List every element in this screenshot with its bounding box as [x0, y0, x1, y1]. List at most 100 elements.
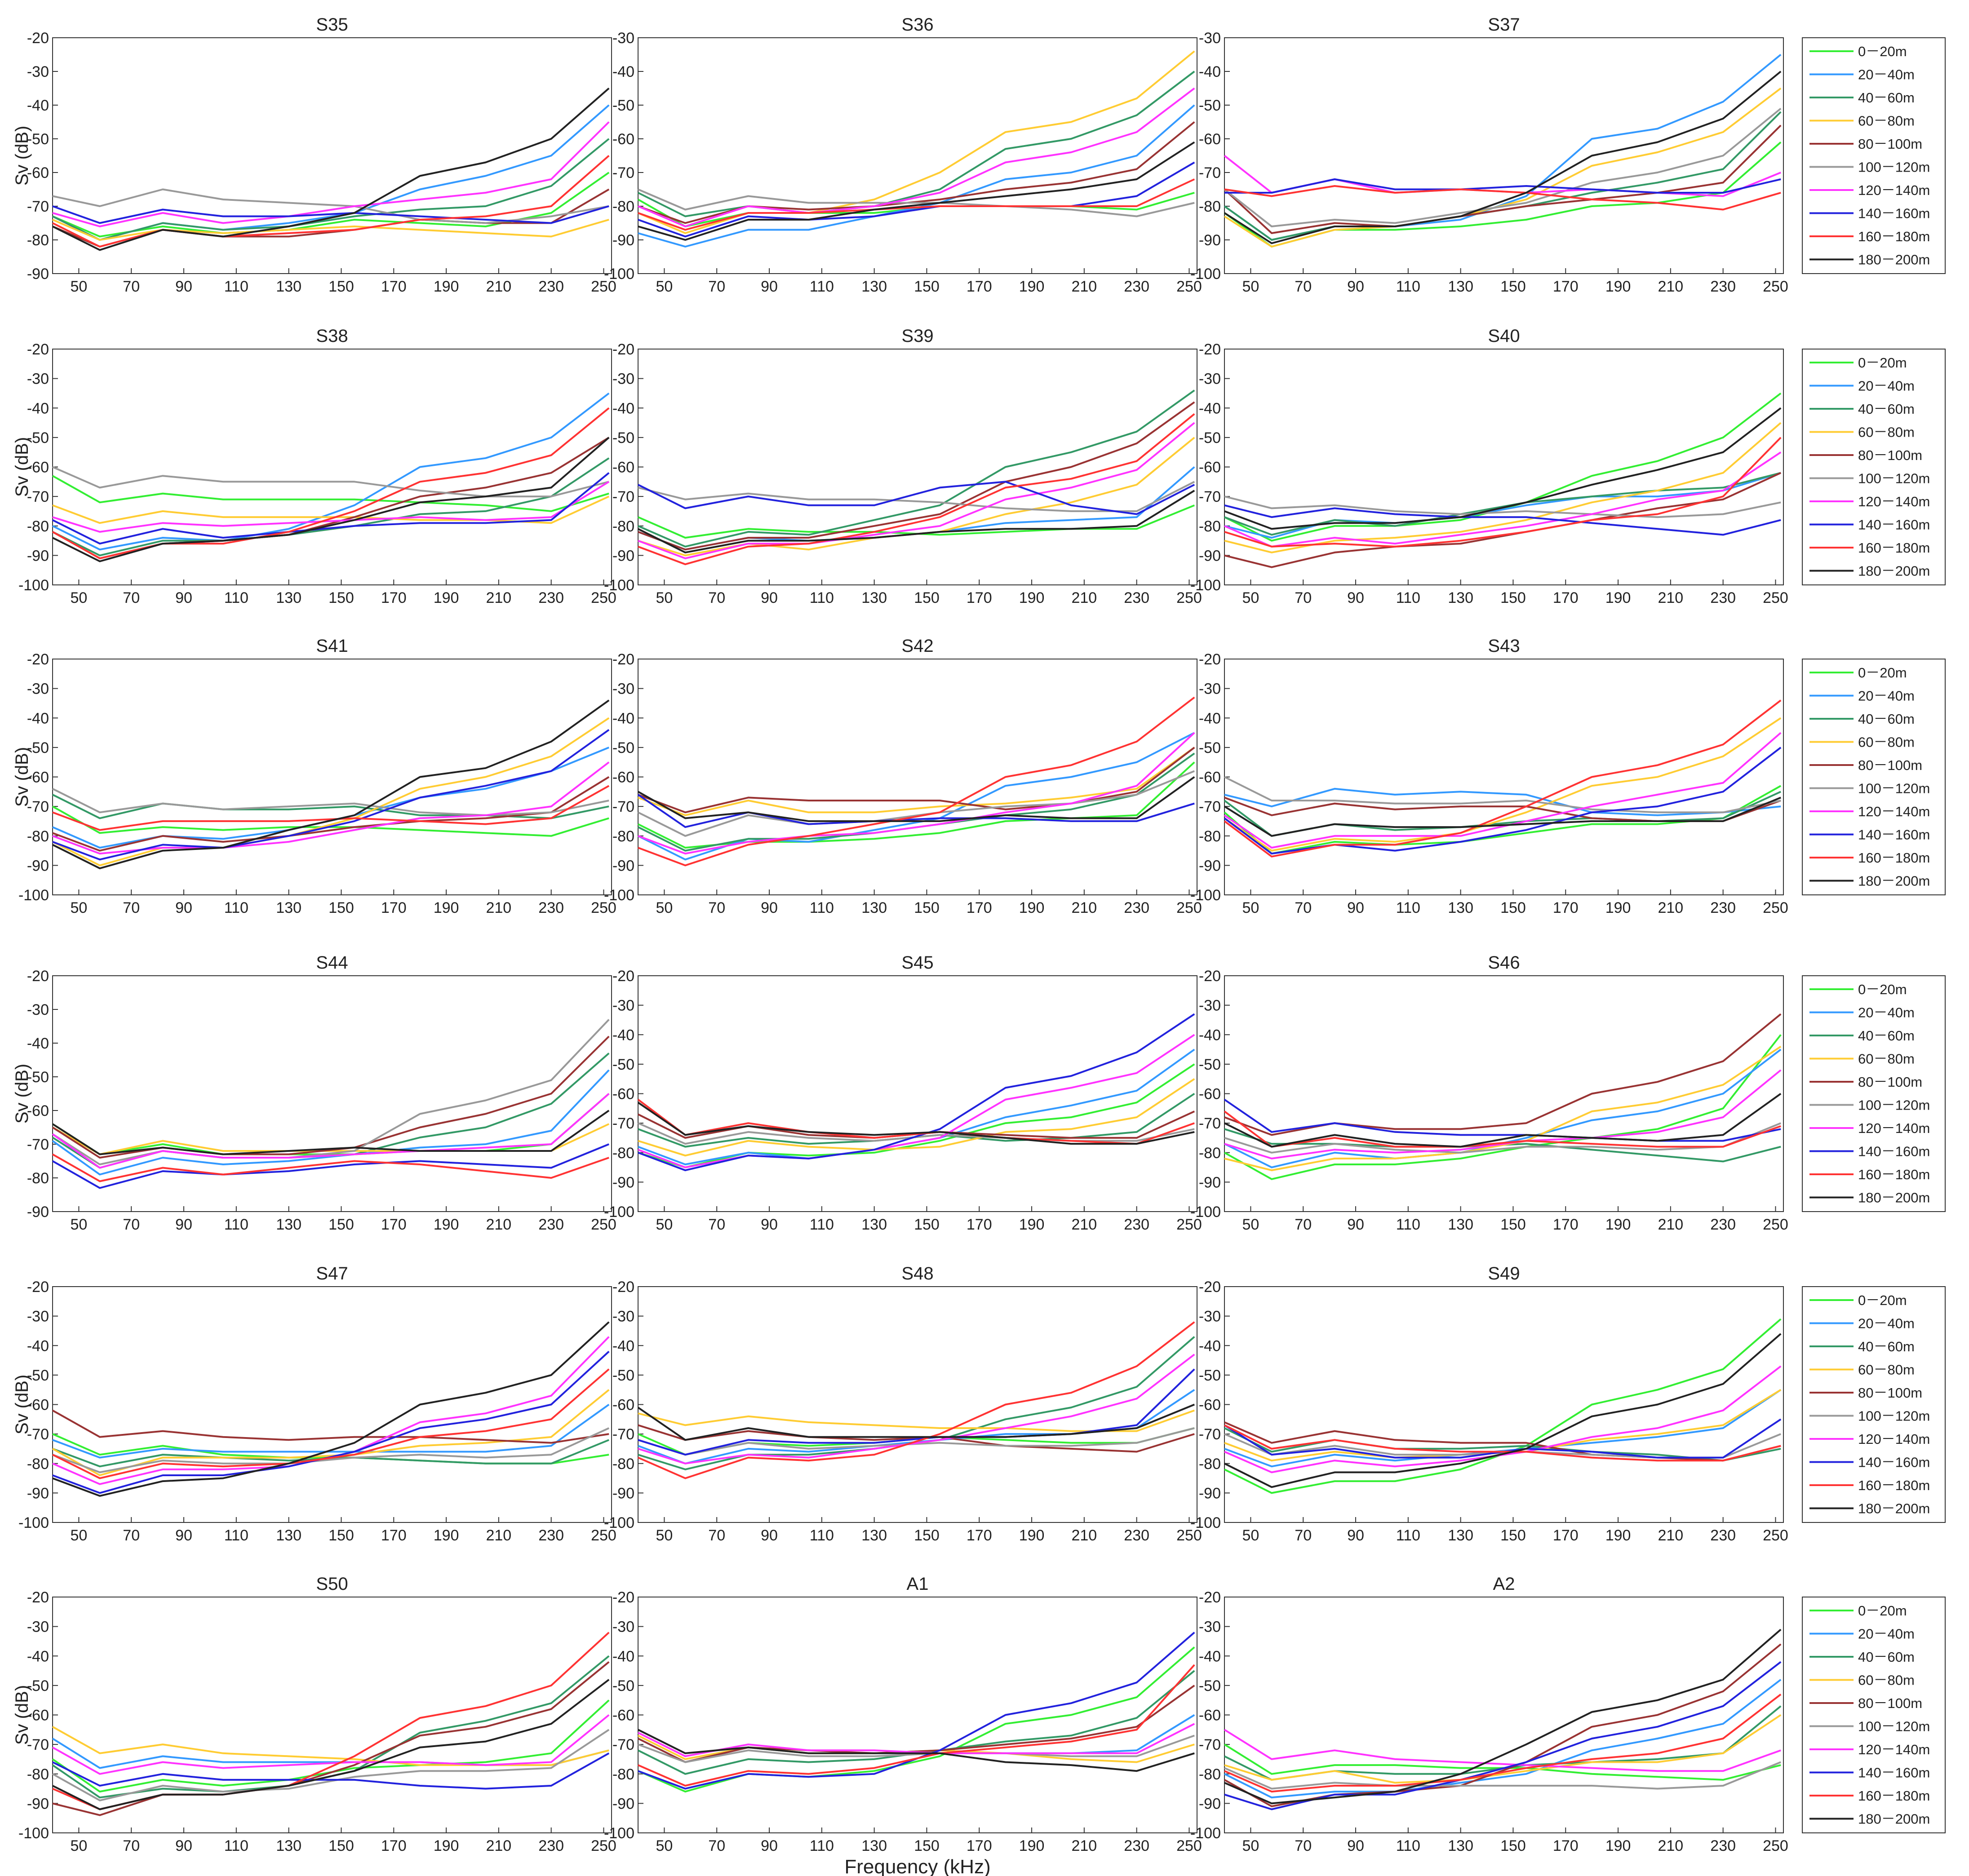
y-tick-label: -70 [27, 1136, 49, 1153]
x-tick-label: 150 [328, 1527, 354, 1544]
y-tick-label: -90 [27, 1485, 49, 1502]
x-tick-label: 50 [656, 899, 673, 916]
x-tick-label: 150 [914, 589, 940, 606]
y-tick-label: -70 [612, 798, 634, 815]
y-tick-label: -80 [27, 1170, 49, 1187]
x-tick-label: 170 [1553, 899, 1579, 916]
series-line [52, 1714, 610, 1775]
subplot-title: S47 [316, 1264, 348, 1283]
plot-frame [638, 1286, 1197, 1523]
plot-frame [638, 349, 1197, 585]
series-line [638, 1729, 1195, 1772]
x-tick-label: 150 [1500, 589, 1526, 606]
x-tick-label: 170 [967, 1527, 992, 1544]
series-line [1224, 472, 1782, 568]
series-line [52, 188, 609, 224]
x-tick-label: 90 [175, 899, 192, 916]
legend-box [1802, 975, 1946, 1212]
y-tick-label: -30 [612, 30, 634, 47]
x-tick-label: 250 [591, 1216, 616, 1233]
x-tick-label: 110 [1396, 589, 1420, 606]
legend-label: 40－60m [1858, 1028, 1915, 1044]
x-tick-label: 70 [708, 278, 725, 295]
y-tick-label: -90 [1199, 232, 1221, 249]
x-tick-label: 70 [1295, 278, 1312, 295]
x-tick-label: 90 [761, 278, 778, 295]
y-tick-label: -20 [1199, 1279, 1221, 1296]
y-tick-label: -90 [612, 232, 634, 249]
y-tick-label: -100 [604, 887, 634, 904]
y-tick-label: -70 [27, 1736, 49, 1753]
x-tick-label: 190 [434, 278, 459, 295]
y-tick-label: -50 [27, 739, 49, 757]
x-tick-label: 170 [381, 1837, 407, 1854]
y-tick-label: -100 [1190, 1203, 1221, 1221]
series-line [52, 205, 609, 224]
y-tick-label: -100 [604, 1514, 634, 1531]
y-tick-label: -60 [612, 459, 634, 476]
x-tick-label: 130 [276, 1837, 302, 1854]
legend-label: 100－120m [1858, 1719, 1930, 1734]
y-tick-label: -60 [27, 1397, 49, 1414]
series-line [52, 121, 610, 227]
series-line [638, 481, 1195, 515]
legend-label: 160－180m [1858, 229, 1930, 244]
y-tick-label: -50 [27, 1677, 49, 1695]
y-tick-label: -40 [612, 1337, 634, 1354]
x-tick-label: 170 [381, 589, 407, 606]
subplot-title: S42 [901, 636, 933, 656]
series-line [638, 413, 1195, 566]
legend-label: 0－20m [1858, 44, 1907, 59]
series-line [1224, 407, 1782, 530]
x-tick-label: 50 [70, 1837, 87, 1854]
x-tick-label: 110 [224, 899, 248, 916]
x-tick-label: 230 [1710, 1527, 1736, 1544]
legend-label: 100－120m [1858, 1408, 1930, 1424]
x-tick-label: 130 [1448, 1837, 1473, 1854]
x-tick-label: 110 [224, 1527, 248, 1544]
y-tick-label: -20 [612, 968, 634, 985]
y-tick-label: -80 [1199, 1766, 1221, 1783]
series-line [52, 219, 609, 241]
series-line [1224, 1122, 1781, 1154]
legend-label: 140－160m [1858, 1455, 1930, 1470]
series-line [638, 490, 1195, 553]
y-tick-label: -20 [1199, 1589, 1221, 1606]
x-tick-label: 90 [1347, 1527, 1364, 1544]
y-tick-label: -20 [1199, 341, 1221, 358]
series-line [52, 1093, 610, 1169]
legend-label: 140－160m [1858, 827, 1930, 843]
y-tick-label: -70 [27, 198, 49, 215]
series-line [638, 1646, 1195, 1793]
subplot: S47 Sv (dB) -100 -90 -80 -70 -60 -50 -40 -30 -20 50… [12, 1264, 616, 1544]
subplot-title: S43 [1488, 636, 1520, 656]
plot-frame [1224, 659, 1784, 895]
series-line [1224, 472, 1781, 536]
series-line [1224, 1333, 1782, 1488]
legend-label: 60－80m [1858, 1362, 1915, 1378]
series-line [638, 732, 1195, 855]
series-line [1224, 178, 1781, 194]
series-line [638, 389, 1195, 548]
y-tick-label: -90 [27, 547, 49, 564]
x-tick-label: 50 [1242, 278, 1259, 295]
legend-label: 140－160m [1858, 517, 1930, 533]
y-tick-label: -70 [612, 164, 634, 181]
y-tick-label: -30 [1199, 681, 1221, 698]
series-line [638, 71, 1195, 217]
x-tick-label: 70 [708, 1837, 725, 1854]
y-tick-label: -70 [27, 488, 49, 505]
y-tick-label: -50 [27, 131, 49, 148]
y-tick-label: -90 [612, 1485, 634, 1502]
y-tick-label: -20 [27, 651, 49, 668]
subplot: S45 -100 -90 -80 -70 -60 -50 -40 -30 -20 50 70 90 110… [604, 953, 1202, 1233]
series-line [52, 785, 610, 831]
x-tick-label: 250 [1763, 899, 1788, 916]
legend-label: 80－100m [1858, 447, 1922, 463]
series-line [52, 1368, 610, 1479]
series-line [52, 1409, 609, 1444]
y-tick-label: -30 [27, 1001, 49, 1018]
x-tick-label: 130 [1448, 1216, 1473, 1233]
x-tick-label: 230 [538, 1837, 564, 1854]
x-tick-label: 230 [1124, 899, 1149, 916]
